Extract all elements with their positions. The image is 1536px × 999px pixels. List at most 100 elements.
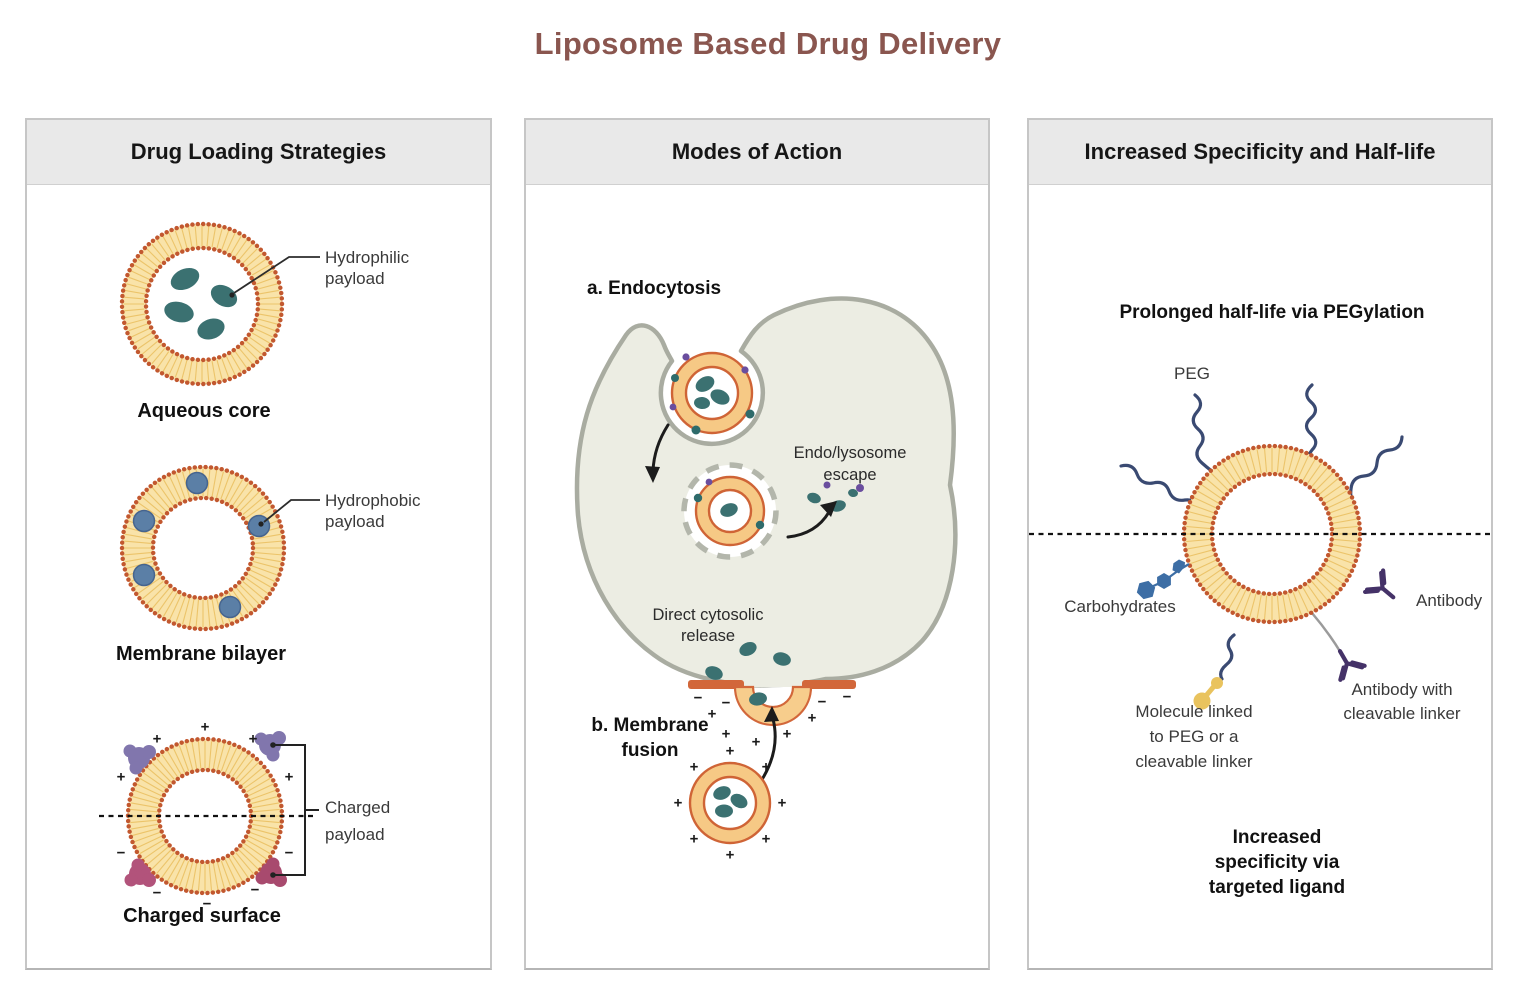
pointer-line-hydrophilic [233, 256, 320, 294]
arrowhead [764, 706, 779, 722]
payload-blob-icon [197, 318, 225, 340]
hydrophobic-payload-icon [218, 595, 242, 619]
plus-charge: + [752, 734, 761, 751]
antibody-cleavable-icon [1328, 644, 1365, 680]
minus-charge: − [117, 845, 126, 862]
surface-dot-icon [755, 520, 765, 530]
plus-charge: + [285, 769, 294, 786]
plus-charge: + [722, 726, 731, 743]
surface-dot-icon [745, 409, 755, 419]
peg-chain-icon [1119, 463, 1200, 507]
plus-charge: + [708, 706, 717, 723]
fused-lipid-bar [802, 680, 856, 689]
plus-charge: + [249, 731, 258, 748]
plus-charge: + [690, 831, 699, 848]
charged-payload-bracket [273, 744, 319, 876]
hydrophobic-payload-label: payload [325, 512, 385, 531]
direct-cytosolic-release-label: release [681, 627, 735, 645]
minus-charge: − [285, 845, 294, 862]
surface-dot-icon [856, 484, 864, 492]
surface-dot-icon [705, 478, 713, 486]
plus-charge: + [778, 795, 787, 812]
charged-payload-label: Charged [325, 798, 390, 817]
panel-drug-loading-strategies: Drug Loading Strategies Hydrophilic payl… [25, 118, 492, 970]
hexagon [1157, 573, 1171, 589]
payload-blob-icon [694, 396, 710, 410]
pointer-dot [229, 292, 235, 298]
cleavable-linker-line [1311, 612, 1343, 654]
molecule-peg-linker [1219, 633, 1236, 681]
pointer-dot [258, 521, 264, 527]
membrane-fusion-label: b. Membrane [591, 715, 708, 736]
plus-charge: + [783, 726, 792, 743]
charged-payload-blobs [123, 731, 287, 887]
aqueous-core-label: Aqueous core [137, 400, 270, 422]
antibody-label: Antibody [1416, 591, 1483, 610]
hydrophobic-payload-label: Hydrophobic [325, 491, 421, 510]
molecule-label: cleavable linker [1135, 752, 1253, 771]
hydrophilic-payload-label: payload [325, 269, 385, 288]
charged-surface-label: Charged surface [123, 905, 281, 927]
arrowhead [820, 501, 837, 517]
payload-blob-icon [170, 267, 200, 291]
liposome-aqueous-core [119, 221, 285, 387]
surface-dot-icon [823, 481, 831, 489]
plus-charge: + [117, 769, 126, 786]
plus-charge: + [808, 710, 817, 727]
pointer-dot [270, 742, 276, 748]
specificity-footer-label: targeted ligand [1209, 877, 1345, 898]
direct-cytosolic-release-label: Direct cytosolic [653, 606, 764, 624]
plus-charge: + [762, 831, 771, 848]
peg-label: PEG [1174, 364, 1210, 383]
payload-blob-icon [705, 666, 723, 680]
molecule-label: Molecule linked [1135, 702, 1252, 721]
minus-charge: − [694, 690, 703, 707]
plus-charge: + [201, 719, 210, 736]
pegylation-title: Prolonged half-life via PEGylation [1119, 302, 1424, 323]
carbohydrate-icon [1136, 559, 1190, 600]
endosome-liposome [694, 475, 766, 547]
hydrophobic-payload-spheres [132, 471, 271, 619]
payload-blob-icon [713, 786, 731, 800]
endolysosome-escape-label: Endo/lysosome [794, 444, 907, 462]
specificity-diagram: Prolonged half-life via PEGylation PEG C… [1029, 302, 1491, 898]
plus-charge: + [762, 759, 771, 776]
payload-blob-icon [848, 488, 858, 498]
positive-payload-icon [254, 731, 286, 762]
plus-charge: + [726, 743, 735, 760]
fusion-liposome [688, 761, 772, 845]
negative-payload-icon [255, 857, 287, 887]
plus-charge: + [690, 759, 699, 776]
modes-of-action-diagram: a. Endocytosis Endo/lysosome es [574, 278, 958, 864]
payload-blob-icon [715, 804, 733, 818]
pointer-line-hydrophobic [263, 499, 320, 523]
payload-blob-icon [210, 284, 238, 308]
plus-charge: + [153, 731, 162, 748]
surface-dot-icon [693, 493, 703, 503]
hydrophilic-payload-blobs [164, 267, 238, 340]
positive-charges: + + + + + [117, 719, 294, 786]
molecule-linker-icon [1193, 677, 1223, 710]
minus-charge: − [722, 695, 731, 712]
endosome-liposome-payload [693, 478, 765, 530]
hydrophobic-payload-icon [132, 509, 156, 533]
peg-chain-icon [1301, 383, 1318, 465]
carbohydrates-label: Carbohydrates [1064, 597, 1176, 616]
minus-charge: − [818, 694, 827, 711]
minus-charge: − [251, 882, 260, 899]
molecule-label: to PEG or a [1150, 727, 1239, 746]
peg-chain-icon [1191, 393, 1222, 479]
hexagon [1136, 580, 1156, 600]
membrane-fusion-label: fusion [622, 740, 679, 761]
fusion-liposome-charges: + + + + + + + + [674, 743, 787, 864]
endolysosome-escape-label: escape [823, 466, 876, 484]
surface-dot-icon [671, 374, 679, 382]
minus-charge: − [153, 885, 162, 902]
membrane-gap [740, 676, 806, 687]
payload-blob-icon [773, 652, 791, 666]
payload-blob-icon [739, 641, 757, 657]
hydrophobic-payload-icon [247, 514, 271, 538]
panel-spec-header: Increased Specificity and Half-life [1029, 120, 1491, 185]
fused-lipid-bar [688, 680, 744, 689]
antibody-icon [1365, 570, 1402, 608]
